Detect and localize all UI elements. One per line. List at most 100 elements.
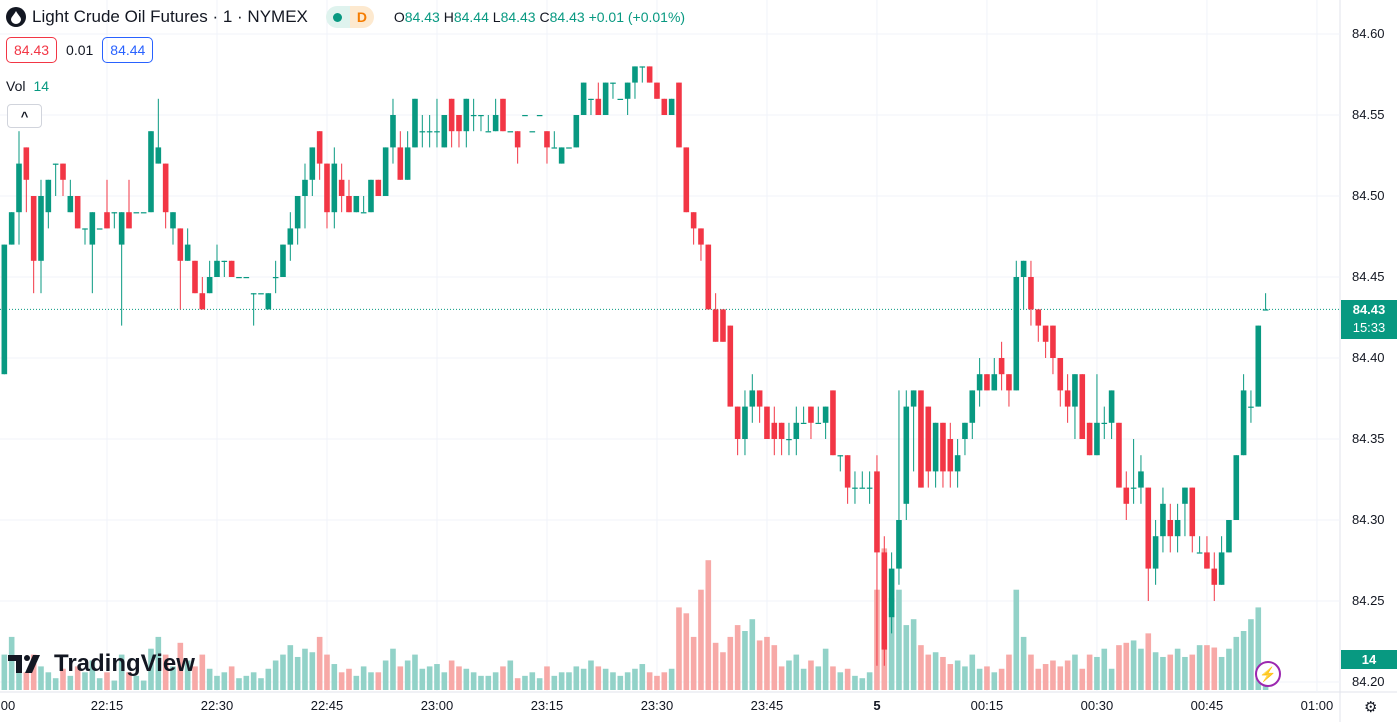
ask-button[interactable]: 84.44 (102, 37, 154, 63)
volume-bar (566, 672, 572, 690)
volume-bar (199, 654, 206, 690)
volume-bar (1182, 656, 1188, 690)
candle-down (1211, 568, 1218, 585)
volume-bar (485, 675, 492, 690)
volume-label: Vol (6, 78, 26, 94)
volume-bar (712, 642, 719, 690)
bid-button[interactable]: 84.43 (6, 37, 58, 63)
candle-up (155, 147, 162, 164)
tradingview-logo[interactable]: TradingView (8, 650, 195, 678)
volume-bar (756, 640, 763, 690)
volume-bar (258, 678, 264, 690)
candle-up (368, 179, 374, 213)
candle-up (258, 293, 264, 295)
volume-bar (492, 672, 499, 690)
spread-value: 0.01 (66, 42, 94, 58)
candle-up (52, 163, 59, 165)
candle-up (1108, 390, 1115, 423)
collapse-legend-button[interactable]: ^ (7, 104, 42, 128)
volume-bar (463, 668, 470, 690)
volume-bar (89, 660, 96, 690)
volume-bar (786, 660, 792, 690)
candle-down (375, 179, 382, 196)
candle-up (610, 82, 616, 84)
volume-bar (536, 678, 543, 690)
volume-bar (140, 680, 147, 690)
volume-bar (610, 672, 616, 690)
market-status[interactable]: D (325, 6, 374, 28)
volume-bar (1248, 619, 1254, 690)
candle-up (16, 163, 22, 213)
time-tick-label: 22:30 (200, 698, 234, 713)
candle-down (771, 422, 778, 439)
candle-up (485, 131, 492, 133)
candle-up (932, 422, 939, 472)
volume-bar (16, 660, 22, 690)
candle-down (1145, 487, 1152, 569)
candle-down (456, 115, 462, 132)
candle-up (360, 212, 367, 214)
candle-down (1086, 422, 1093, 456)
volume-bar (404, 660, 411, 690)
candle-up (111, 212, 118, 214)
volume-bar (243, 675, 250, 690)
volume-bar (661, 672, 668, 690)
candle-up (954, 455, 961, 472)
candle-up (859, 487, 866, 489)
volume-bar (632, 668, 638, 690)
volume-bar (1123, 642, 1130, 690)
volume-bar (800, 668, 807, 690)
price-tick-label: 84.50 (1352, 188, 1385, 203)
candle-up (250, 293, 257, 295)
chevron-up-icon: ^ (20, 108, 29, 124)
volume-bar (918, 645, 924, 690)
candle-down (940, 422, 946, 472)
candle-down (661, 98, 668, 115)
settings-gear-icon[interactable]: ⚙ (1364, 699, 1378, 716)
volume-bar (778, 666, 785, 690)
candle-down (984, 374, 990, 391)
volume-bar (470, 672, 477, 690)
candle-up (1013, 277, 1020, 391)
volume-bar (1116, 645, 1122, 690)
volume-bar (639, 664, 646, 690)
volume-bar (522, 675, 528, 690)
volume-bar (793, 654, 800, 690)
chart-header: Light Crude Oil Futures · 1 · NYMEX D O8… (6, 5, 685, 29)
volume-bar (624, 672, 631, 690)
candle-up (1182, 487, 1188, 504)
volume-value: 14 (33, 78, 50, 94)
candle-down (192, 260, 198, 294)
volume-bar (30, 654, 37, 690)
lightning-icon[interactable]: ⚡ (1255, 661, 1281, 687)
volume-bar (859, 678, 866, 690)
volume-bar (822, 648, 829, 690)
candle-up (1255, 325, 1262, 407)
candle-down (998, 358, 1005, 375)
volume-bar (844, 668, 851, 690)
volume-bar (96, 678, 103, 690)
volume-bar (962, 666, 968, 690)
candle-up (390, 115, 396, 148)
volume-bar (1255, 607, 1262, 690)
symbol-title[interactable]: Light Crude Oil Futures · 1 · NYMEX (32, 7, 308, 26)
candle-down (712, 309, 719, 342)
close-label: C (539, 9, 550, 25)
candle-up (910, 390, 917, 407)
volume-bar (654, 675, 660, 690)
candle-up (82, 228, 88, 230)
volume-bar (580, 668, 587, 690)
candle-up (1, 244, 8, 375)
candle-up (1072, 374, 1078, 407)
volume-bar (705, 560, 712, 690)
candle-up (1020, 260, 1027, 277)
time-tick-label: 01:00 (1300, 698, 1334, 713)
volume-bar (1174, 648, 1181, 690)
volume-bar (1145, 633, 1152, 690)
volume-bar (954, 660, 961, 690)
volume-bar (1152, 652, 1159, 690)
candle-up (1174, 520, 1181, 537)
candle-down (844, 455, 851, 488)
candle-up (45, 179, 52, 213)
